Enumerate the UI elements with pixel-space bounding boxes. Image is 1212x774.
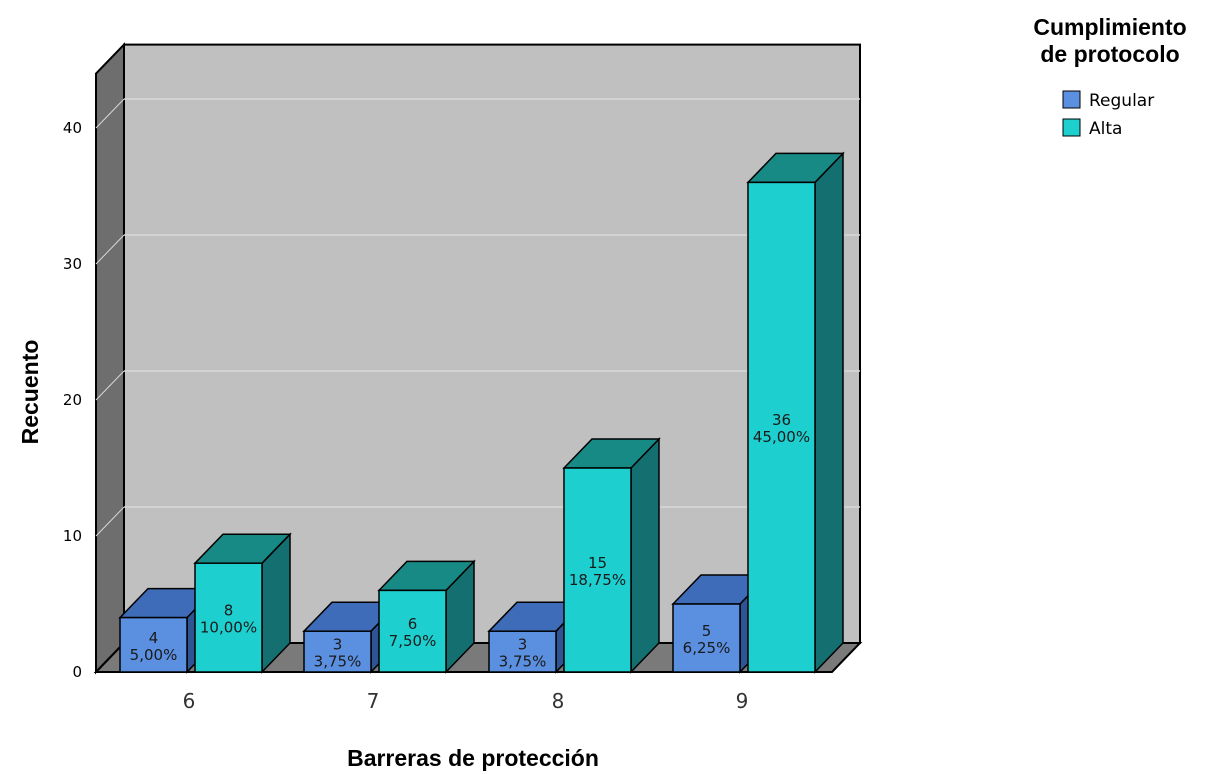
gridline-y-wall <box>95 506 125 537</box>
data-label-percent: 6,25% <box>683 639 731 657</box>
x-tick-label: 9 <box>736 689 749 713</box>
bar-alta-6: 810,00% <box>193 532 292 674</box>
bar-alta-7: 67,50% <box>377 559 476 674</box>
gridline-y-wall <box>95 98 125 129</box>
x-tick-label: 8 <box>552 689 565 713</box>
data-label-count: 5 <box>702 622 712 640</box>
x-tick-label: 6 <box>183 689 196 713</box>
bar-front <box>563 467 632 673</box>
legend-title-line2: de protocolo <box>1040 41 1179 67</box>
data-label-percent: 3,75% <box>314 653 362 671</box>
bar-front <box>378 589 447 673</box>
bar-front <box>194 562 263 673</box>
bar-front <box>303 630 372 673</box>
y-tick-label: 40 <box>63 119 82 137</box>
y-axis-title: Recuento <box>17 340 43 445</box>
data-label-percent: 45,00% <box>753 428 810 446</box>
legend: Cumplimiento de protocolo Regular Alta <box>1033 14 1186 139</box>
x-axis-title: Barreras de protección <box>347 745 599 771</box>
bar-front <box>488 630 557 673</box>
data-label-count: 6 <box>408 615 418 633</box>
data-label-count: 15 <box>588 554 607 572</box>
legend-title-line1: Cumplimiento <box>1033 14 1186 40</box>
legend-label-regular: Regular <box>1089 91 1154 111</box>
y-tick-label: 10 <box>63 527 82 545</box>
y-axis-ticks: 0 10 20 30 40 <box>63 119 82 681</box>
bar-front <box>747 181 816 673</box>
bar-side <box>630 437 660 674</box>
bar-front <box>672 603 741 673</box>
data-label-percent: 5,00% <box>130 646 178 664</box>
y-tick-label: 20 <box>63 391 82 409</box>
gridline-y-wall <box>95 234 125 265</box>
bar-side <box>814 151 844 674</box>
gridlines <box>95 98 860 537</box>
data-label-percent: 3,75% <box>499 653 547 671</box>
data-label-percent: 7,50% <box>389 632 437 650</box>
y-tick-label: 0 <box>72 663 82 681</box>
x-tick-label: 7 <box>367 689 380 713</box>
data-label-count: 36 <box>772 411 791 429</box>
data-label-count: 3 <box>518 636 528 654</box>
x-axis-ticks: 6 7 8 9 <box>183 689 749 713</box>
bars: 45,00%810,00%33,75%67,50% 33,75%1518,75%5… <box>118 151 845 674</box>
data-label-percent: 10,00% <box>200 619 257 637</box>
legend-label-alta: Alta <box>1089 119 1122 139</box>
data-label-percent: 18,75% <box>569 571 626 589</box>
data-label-count: 3 <box>333 636 343 654</box>
legend-swatch-regular <box>1062 90 1081 109</box>
bar-front <box>119 616 188 673</box>
y-tick-label: 30 <box>63 255 82 273</box>
bar-regular-9: 56,25% <box>671 573 770 674</box>
data-label-count: 4 <box>149 629 159 647</box>
gridline-y-wall <box>95 370 125 401</box>
plot-left-wall <box>95 42 125 675</box>
data-label-count: 8 <box>224 602 234 620</box>
legend-swatch-alta <box>1062 118 1081 137</box>
